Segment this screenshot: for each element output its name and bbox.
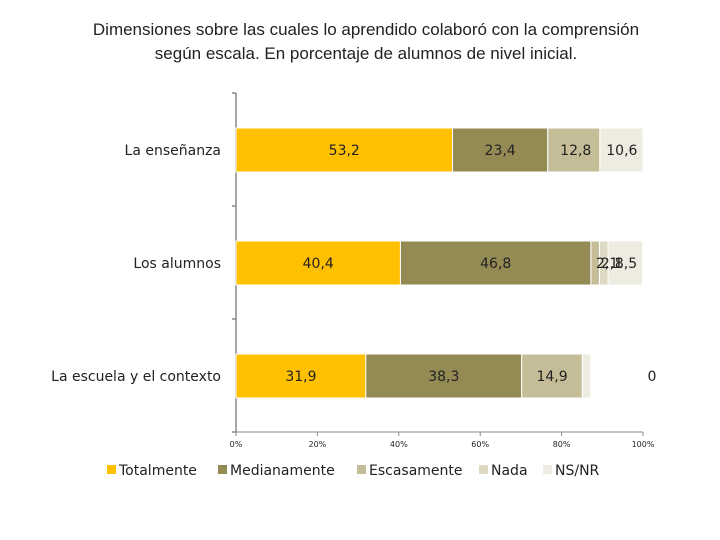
bar-medianamente-la-ensenanza: [452, 127, 549, 173]
value-label-medianamente-la-ensenanza: 23,4: [485, 143, 516, 159]
legend-label-nada: Nada: [491, 463, 528, 479]
bar-escasamente-la-ensenanza: [547, 127, 601, 173]
bar-totalmente-la-escuela-y-el-contexto: [235, 353, 367, 399]
x-tick-label-2: 40%: [390, 440, 408, 449]
legend-swatch-ns-nr: [543, 465, 552, 474]
chart-title-line-1: Dimensiones sobre las cuales lo aprendid…: [92, 20, 640, 39]
legend-label-totalmente: Totalmente: [118, 463, 197, 479]
legend-swatch-escasamente: [357, 465, 366, 474]
value-label-totalmente-la-ensenanza: 53,2: [329, 143, 360, 159]
bar-medianamente-los-alumnos: [399, 240, 592, 286]
x-tick-label-0: 0%: [230, 440, 243, 449]
bar-totalmente-los-alumnos: [235, 240, 401, 286]
value-label-ns-nr-la-escuela-y-el-contexto: 0: [648, 369, 657, 385]
value-label-ns-nr-la-ensenanza: 10,6: [606, 143, 637, 159]
legend-label-escasamente: Escasamente: [369, 463, 463, 479]
legend-label-ns-nr: NS/NR: [555, 463, 600, 479]
category-label-la-escuela-y-el-contexto: La escuela y el contexto: [51, 369, 221, 385]
bar-layer: [235, 127, 644, 399]
x-tick-label-1: 20%: [309, 440, 327, 449]
chart-title: Dimensiones sobre las cuales lo aprendid…: [40, 18, 692, 66]
x-tick-label-4: 80%: [553, 440, 571, 449]
label-layer: La enseñanza Los alumnos La escuela y el c…: [51, 143, 656, 385]
value-label-medianamente-los-alumnos: 46,8: [480, 256, 511, 272]
legend-swatch-nada: [479, 465, 488, 474]
category-label-la-ensenanza: La enseñanza: [125, 143, 221, 159]
bar-totalmente-la-ensenanza: [235, 127, 454, 173]
x-tick-label-5: 100%: [632, 440, 655, 449]
category-label-los-alumnos: Los alumnos: [133, 256, 221, 272]
bar-medianamente-la-escuela-y-el-contexto: [365, 353, 523, 399]
value-label-escasamente-los-alumnos: 2,1: [596, 256, 618, 272]
bar-ns-nr-los-alumnos: [607, 240, 644, 286]
value-label-nada-los-alumnos: 2,1: [601, 256, 623, 272]
value-label-totalmente-los-alumnos: 40,4: [303, 256, 334, 272]
value-label-escasamente-la-ensenanza: 12,8: [560, 143, 591, 159]
value-label-totalmente-la-escuela-y-el-contexto: 31,9: [285, 369, 316, 385]
chart-title-line-2: según escala. En porcentaje de alumnos d…: [154, 44, 578, 63]
legend-swatch-medianamente: [218, 465, 227, 474]
bar-escasamente-la-escuela-y-el-contexto: [521, 353, 583, 399]
value-label-ns-nr-los-alumnos: 8,5: [615, 256, 637, 272]
bar-ns-nr-la-escuela-y-el-contexto: [581, 353, 592, 399]
x-tick-label-3: 60%: [471, 440, 489, 449]
legend-label-medianamente: Medianamente: [230, 463, 335, 479]
bar-ns-nr-la-ensenanza: [599, 127, 644, 173]
value-label-escasamente-la-escuela-y-el-contexto: 14,9: [536, 369, 567, 385]
legend: Totalmente Medianamente Escasamente Nada NS/…: [107, 463, 600, 479]
legend-swatch-totalmente: [107, 465, 116, 474]
value-label-medianamente-la-escuela-y-el-contexto: 38,3: [428, 369, 459, 385]
